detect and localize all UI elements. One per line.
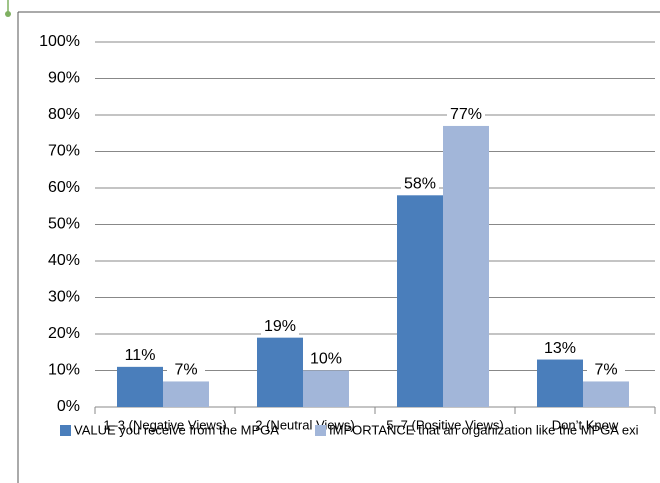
value-label-bg [587, 359, 625, 380]
value-label: 7% [174, 362, 197, 379]
bar [257, 337, 303, 407]
x-tick-label: 1–3 (Negative Views) [103, 417, 226, 432]
value-label: 7% [594, 362, 617, 379]
y-tick-label: 90% [48, 70, 80, 87]
legend-swatch [315, 425, 326, 436]
value-label-bg [401, 173, 439, 194]
value-label-bg [447, 103, 485, 124]
y-tick-label: 100% [39, 33, 80, 50]
value-label: 19% [264, 318, 296, 335]
value-label-bg [541, 337, 579, 358]
value-label: 13% [544, 340, 576, 357]
value-label: 11% [125, 347, 156, 364]
y-tick-label: 50% [48, 216, 80, 233]
x-tick-label: 5–7 (Positive Views) [386, 417, 504, 432]
bar [443, 125, 489, 407]
value-label-bg [261, 315, 299, 336]
x-tick-label: 2 (Neutral Views) [255, 417, 354, 432]
bar [303, 370, 349, 407]
y-tick-label: 40% [48, 252, 80, 269]
y-tick-label: 80% [48, 106, 80, 123]
value-label-bg [307, 348, 345, 369]
value-label: 58% [404, 176, 436, 193]
bar [583, 381, 629, 407]
y-tick-label: 20% [48, 325, 80, 342]
legend-label: IMPORTANCE that an organization like the… [329, 422, 639, 437]
bar [163, 381, 209, 407]
value-label: 10% [310, 351, 342, 368]
value-label-bg [121, 344, 159, 365]
y-tick-label: 10% [48, 362, 80, 379]
x-tick-label: Don’t Know [552, 417, 619, 432]
y-tick-label: 30% [48, 289, 80, 306]
value-label-bg [167, 359, 205, 380]
y-tick-label: 60% [48, 179, 80, 196]
corner-dot [5, 11, 11, 17]
legend-swatch [60, 425, 71, 436]
legend-label: VALUE you receive from the MPGA [74, 422, 279, 437]
bar [397, 195, 443, 407]
value-label: 77% [450, 106, 482, 123]
bar [537, 359, 583, 407]
y-tick-label: 70% [48, 143, 80, 160]
y-tick-label: 0% [57, 398, 80, 415]
bar [117, 366, 163, 407]
